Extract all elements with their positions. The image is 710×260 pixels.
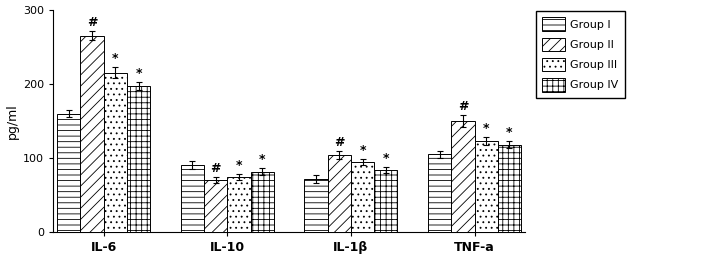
Bar <box>305 179 328 232</box>
Bar <box>104 73 127 232</box>
Bar <box>227 177 251 232</box>
Text: *: * <box>259 153 266 166</box>
Bar <box>58 114 80 232</box>
Legend: Group I, Group II, Group III, Group IV: Group I, Group II, Group III, Group IV <box>535 11 625 98</box>
Y-axis label: pg/ml: pg/ml <box>6 103 18 139</box>
Text: #: # <box>210 162 221 175</box>
Bar <box>127 86 151 232</box>
Text: *: * <box>136 67 142 80</box>
Text: *: * <box>112 52 119 65</box>
Text: *: * <box>506 126 513 139</box>
Text: *: * <box>483 122 489 135</box>
Text: *: * <box>383 152 389 165</box>
Bar <box>181 165 204 232</box>
Bar <box>452 121 474 232</box>
Text: #: # <box>334 136 344 149</box>
Bar <box>428 154 452 232</box>
Bar <box>474 141 498 232</box>
Bar <box>498 145 521 232</box>
Text: *: * <box>236 159 242 172</box>
Bar <box>251 172 274 232</box>
Bar <box>204 180 227 232</box>
Text: #: # <box>87 16 97 29</box>
Text: *: * <box>359 144 366 157</box>
Bar <box>351 162 374 232</box>
Bar <box>328 155 351 232</box>
Text: #: # <box>458 100 468 113</box>
Bar <box>374 170 398 232</box>
Bar <box>80 36 104 232</box>
